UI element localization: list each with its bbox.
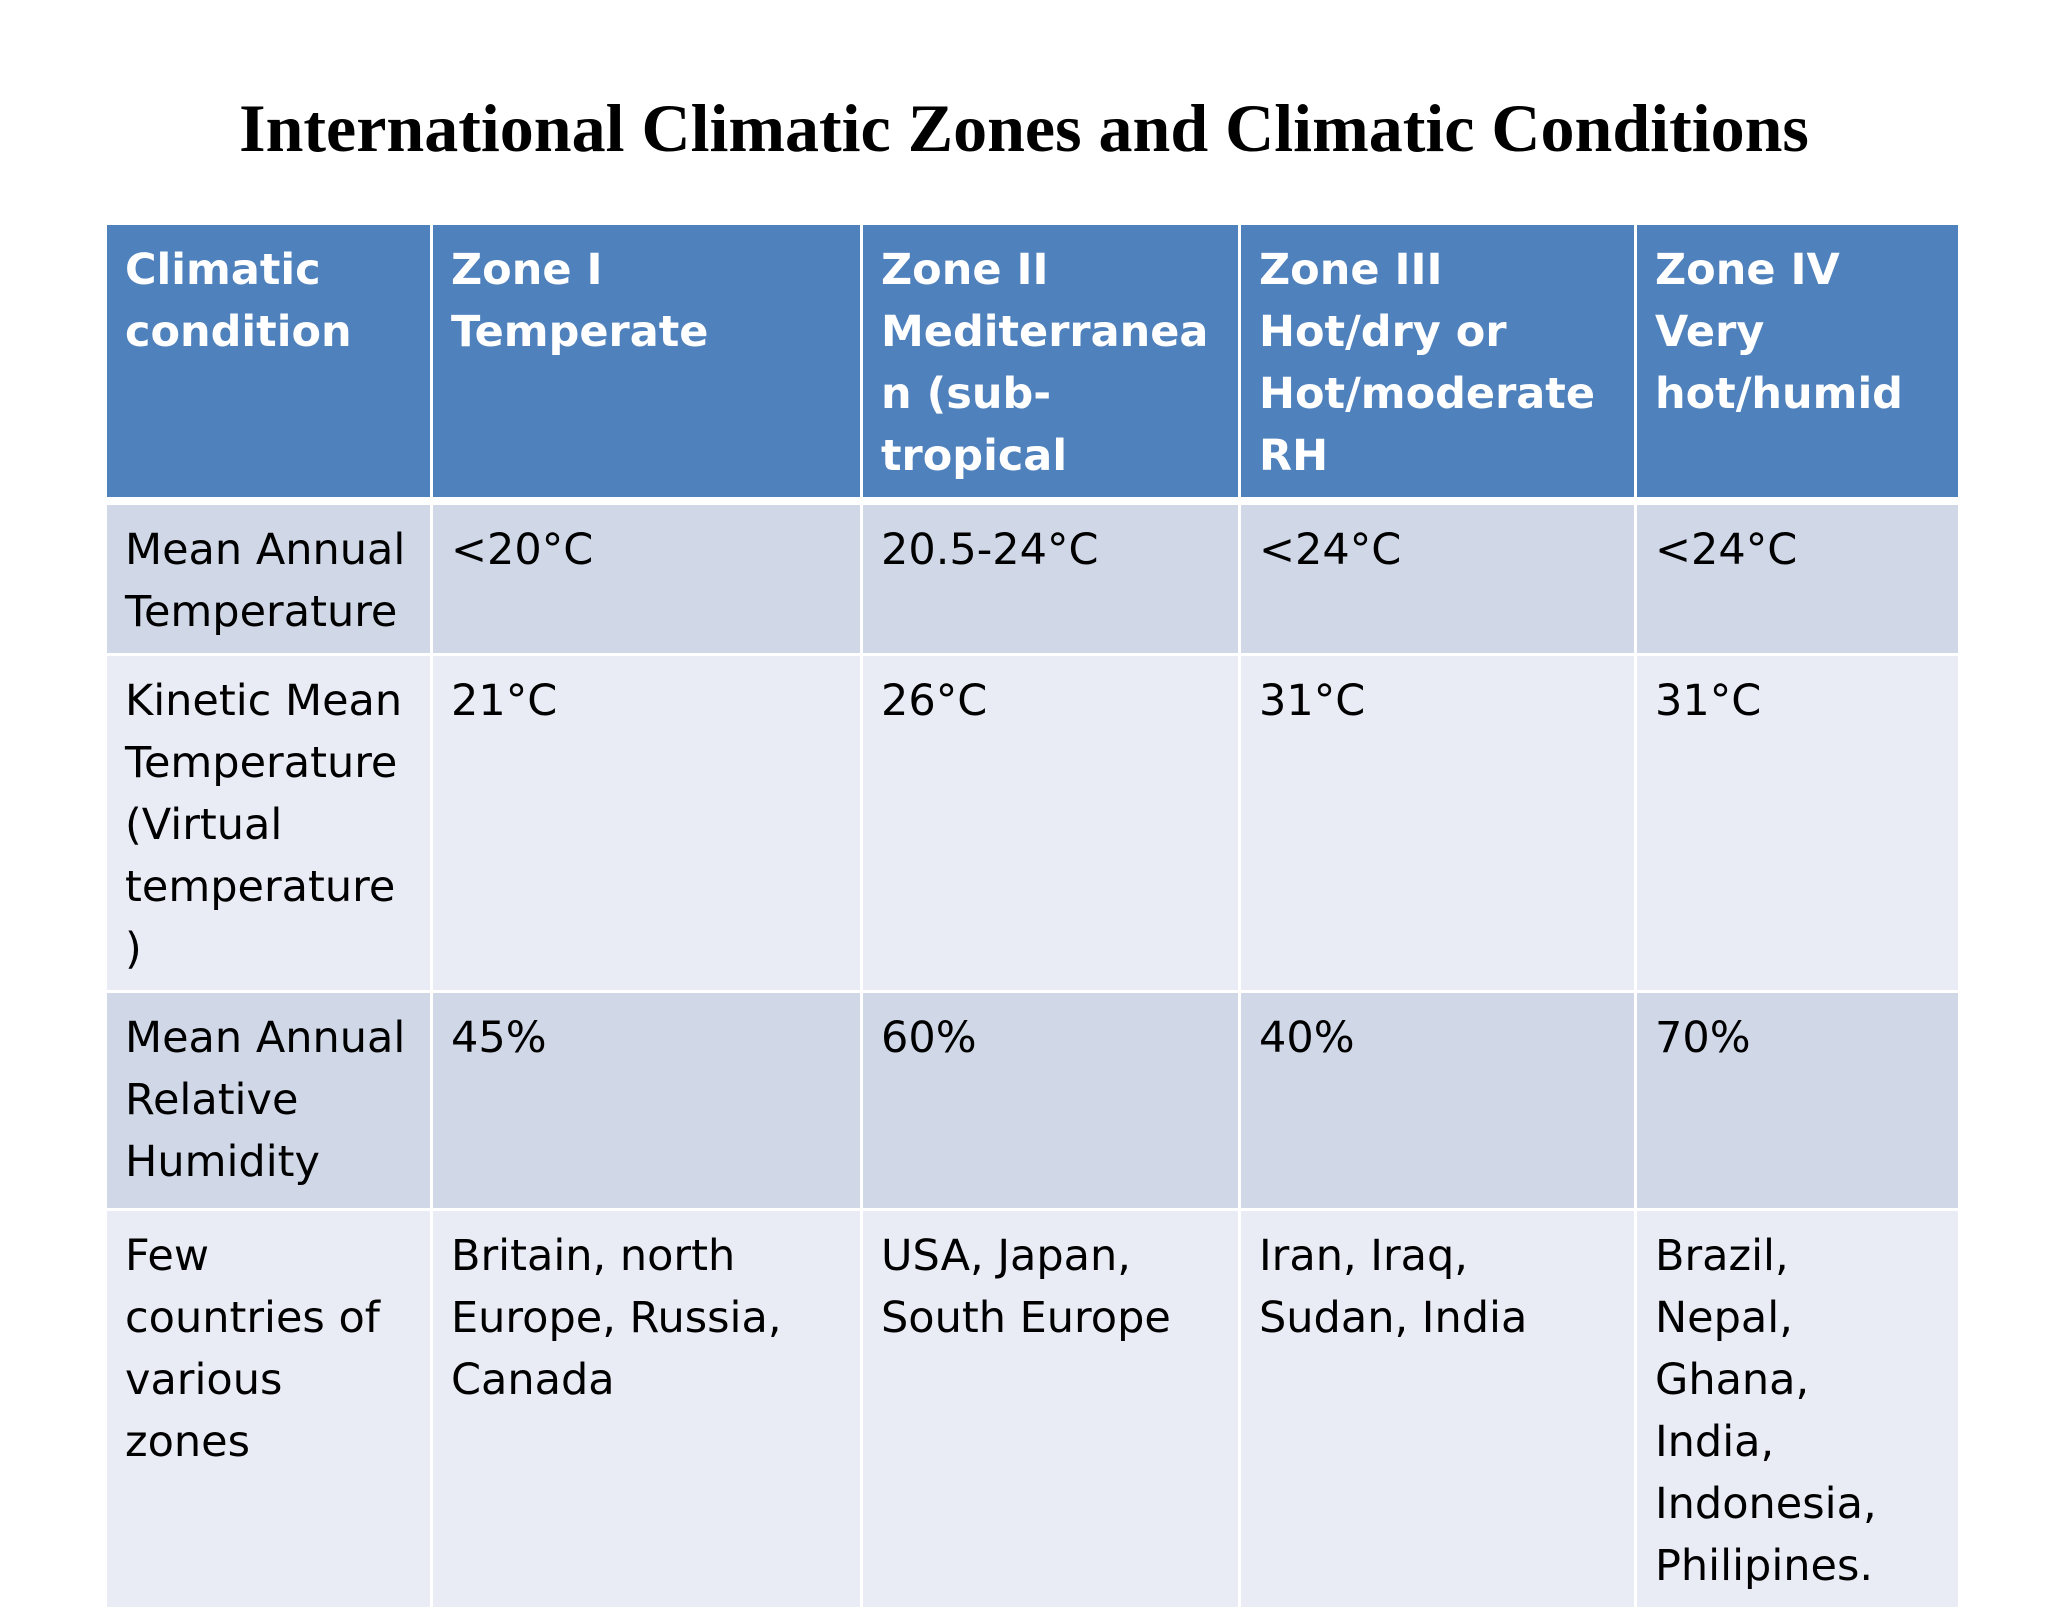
table-cell: USA, Japan, South Europe — [860, 1208, 1241, 1610]
table-row: Mean Annual Temperature <20°C 20.5-24°C … — [104, 499, 1961, 656]
row-label: Few countries of various zones — [104, 1208, 433, 1610]
table-cell: 40% — [1238, 990, 1637, 1211]
table-row: Few countries of various zones Britain, … — [104, 1208, 1961, 1610]
table-header-row: Climatic condition Zone I Temperate Zone… — [104, 222, 1961, 505]
table-cell: 26°C — [860, 653, 1241, 993]
table-cell: <20°C — [430, 499, 863, 656]
table-cell: <24°C — [1238, 499, 1637, 656]
table-cell: 31°C — [1238, 653, 1637, 993]
row-label: Mean Annual Relative Humidity — [104, 990, 433, 1211]
table-row: Kinetic Mean Temperature (Virtual temper… — [104, 653, 1961, 993]
header-zone-1: Zone I Temperate — [430, 222, 863, 505]
row-label: Mean Annual Temperature — [104, 499, 433, 656]
table-cell: 31°C — [1634, 653, 1961, 993]
table-cell: 60% — [860, 990, 1241, 1211]
table-cell: Iran, Iraq, Sudan, India — [1238, 1208, 1637, 1610]
climatic-zones-table: Climatic condition Zone I Temperate Zone… — [104, 222, 1961, 1610]
table-cell: Brazil, Nepal, Ghana, India, Indonesia, … — [1634, 1208, 1961, 1610]
table-cell: 70% — [1634, 990, 1961, 1211]
header-zone-2: Zone II Mediterranean (sub-tropical — [860, 222, 1241, 505]
table-cell: 21°C — [430, 653, 863, 993]
table-cell: <24°C — [1634, 499, 1961, 656]
table-row: Mean Annual Relative Humidity 45% 60% 40… — [104, 990, 1961, 1211]
header-zone-3: Zone III Hot/dry or Hot/moderate RH — [1238, 222, 1637, 505]
row-label: Kinetic Mean Temperature (Virtual temper… — [104, 653, 433, 993]
table-cell: 20.5-24°C — [860, 499, 1241, 656]
table-cell: Britain, north Europe, Russia, Canada — [430, 1208, 863, 1610]
header-zone-4: Zone IV Very hot/humid — [1634, 222, 1961, 505]
header-climatic-condition: Climatic condition — [104, 222, 433, 505]
slide-title: International Climatic Zones and Climati… — [239, 90, 1809, 166]
table-cell: 45% — [430, 990, 863, 1211]
